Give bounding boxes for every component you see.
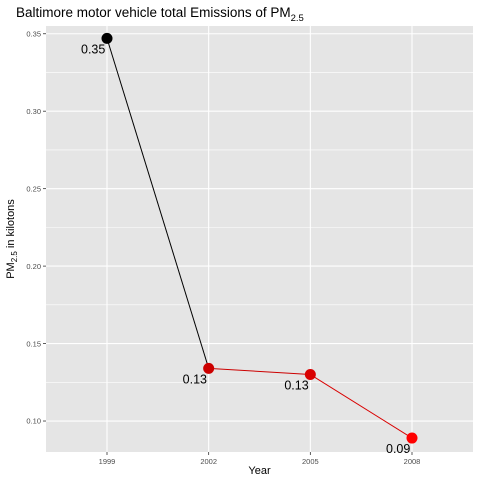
x-tick-label: 2002 [200, 457, 217, 466]
data-label: 0.13 [284, 379, 308, 393]
y-axis-title-subscript: 2.5 [10, 251, 19, 263]
series-line-segment [208, 367, 311, 376]
major-gridlines [46, 26, 473, 452]
y-tick-label: 0.30 [26, 107, 41, 116]
series-line-segment [106, 38, 210, 369]
series-lines [106, 38, 413, 439]
data-label: 0.09 [386, 442, 410, 456]
y-tick-label: 0.25 [26, 184, 41, 193]
y-tick-label: 0.35 [26, 29, 41, 38]
chart-title-text: Baltimore motor vehicle total Emissions … [16, 5, 291, 20]
series-line-segment [310, 374, 413, 439]
y-tick-label: 0.20 [26, 262, 41, 271]
x-tick-label: 2008 [404, 457, 421, 466]
data-point [203, 362, 215, 374]
y-axis-title-suffix: in kilotons [5, 199, 17, 251]
data-label: 0.35 [81, 42, 105, 56]
data-point [101, 32, 113, 44]
y-tick-label: 0.15 [26, 339, 41, 348]
data-point [406, 432, 418, 444]
chart-title: Baltimore motor vehicle total Emissions … [16, 5, 304, 24]
x-axis-title: Year [248, 465, 271, 477]
data-labels: 0.35 0.13 0.13 0.09 [81, 42, 410, 456]
y-tick-label: 0.10 [26, 417, 41, 426]
y-axis-title: PM2.5 in kilotons [5, 199, 19, 279]
y-axis-title-text: PM [5, 262, 17, 279]
data-label: 0.13 [183, 372, 207, 386]
plot-panel [46, 26, 473, 452]
series-points [101, 32, 418, 444]
x-tick-label: 1999 [99, 457, 116, 466]
data-point [304, 369, 316, 381]
axis-ticks [43, 33, 413, 455]
x-tick-label: 2005 [302, 457, 319, 466]
chart-title-subscript: 2.5 [291, 13, 304, 24]
axis-tick-labels: 0.10 0.15 0.20 0.25 0.30 0.35 1999 2002 2005 2008 [26, 29, 420, 466]
